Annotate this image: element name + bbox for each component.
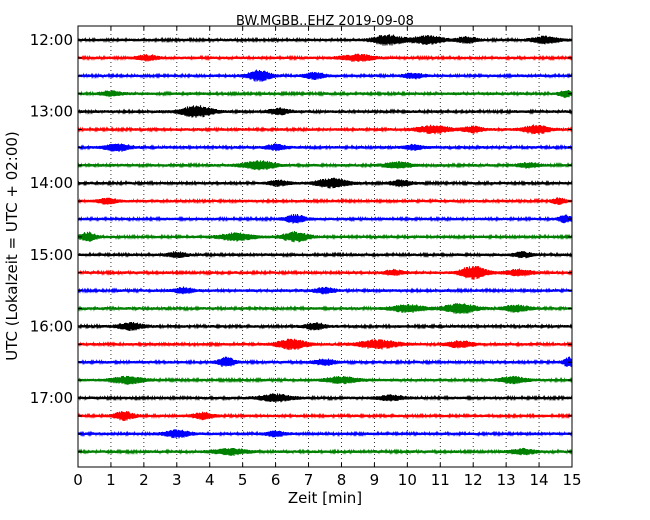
y-tick-label-1300: 13:00 bbox=[30, 103, 73, 121]
x-tick-label-13: 13 bbox=[497, 471, 516, 489]
x-tick-label-14: 14 bbox=[530, 471, 549, 489]
y-axis-ticks: 12:00 13:00 14:00 15:00 16:00 17:00 bbox=[30, 31, 572, 453]
x-tick-label-5: 5 bbox=[238, 471, 248, 489]
trace-1345 bbox=[77, 160, 573, 171]
x-axis-label: Zeit [min] bbox=[288, 489, 362, 507]
x-tick-label-15: 15 bbox=[562, 471, 581, 489]
trace-group bbox=[77, 34, 573, 456]
trace-1215 bbox=[77, 53, 573, 63]
grid-lines bbox=[110, 26, 540, 467]
trace-1515 bbox=[77, 266, 573, 280]
trace-1300 bbox=[77, 105, 573, 118]
trace-1730 bbox=[77, 429, 573, 439]
trace-1745 bbox=[77, 447, 573, 456]
x-tick-label-9: 9 bbox=[370, 471, 380, 489]
x-tick-label-3: 3 bbox=[172, 471, 182, 489]
y-tick-label-1200: 12:00 bbox=[30, 31, 73, 49]
chart-title: BW.MGBB..EHZ 2019-09-08 bbox=[236, 14, 414, 29]
trace-1230 bbox=[77, 69, 573, 82]
y-tick-label-1600: 16:00 bbox=[30, 317, 73, 335]
trace-1315 bbox=[77, 124, 573, 135]
trace-1645 bbox=[77, 375, 573, 385]
trace-1615 bbox=[77, 338, 573, 351]
x-tick-label-12: 12 bbox=[464, 471, 483, 489]
trace-1530 bbox=[77, 286, 573, 295]
y-tick-label-1500: 15:00 bbox=[30, 246, 73, 264]
y-tick-label-1400: 14:00 bbox=[30, 174, 73, 192]
x-tick-label-6: 6 bbox=[271, 471, 281, 489]
x-tick-label-1: 1 bbox=[106, 471, 116, 489]
trace-1415 bbox=[77, 197, 573, 205]
trace-1400 bbox=[77, 177, 573, 189]
trace-1500 bbox=[77, 251, 573, 259]
y-tick-label-1700: 17:00 bbox=[30, 389, 73, 407]
x-axis-ticks: 0 1 2 3 4 5 6 7 8 9 10 11 12 13 14 15 bbox=[73, 26, 582, 489]
trace-1445 bbox=[77, 231, 573, 243]
trace-1330 bbox=[77, 143, 573, 152]
trace-1700 bbox=[77, 393, 573, 403]
x-tick-label-7: 7 bbox=[304, 471, 314, 489]
trace-1245 bbox=[77, 89, 573, 99]
plot-frame bbox=[77, 25, 573, 468]
trace-1200 bbox=[77, 34, 573, 46]
x-tick-label-11: 11 bbox=[431, 471, 450, 489]
trace-1430 bbox=[77, 213, 573, 224]
x-tick-label-4: 4 bbox=[205, 471, 215, 489]
x-tick-label-10: 10 bbox=[398, 471, 417, 489]
trace-1600 bbox=[77, 322, 573, 331]
y-axis-label: UTC (Lokalzeit = UTC + 02:00) bbox=[3, 131, 21, 361]
trace-1715 bbox=[77, 411, 573, 421]
x-tick-label-8: 8 bbox=[337, 471, 347, 489]
x-tick-label-2: 2 bbox=[139, 471, 149, 489]
x-tick-label-0: 0 bbox=[73, 471, 83, 489]
trace-1630 bbox=[77, 356, 573, 368]
trace-1545 bbox=[77, 303, 573, 315]
